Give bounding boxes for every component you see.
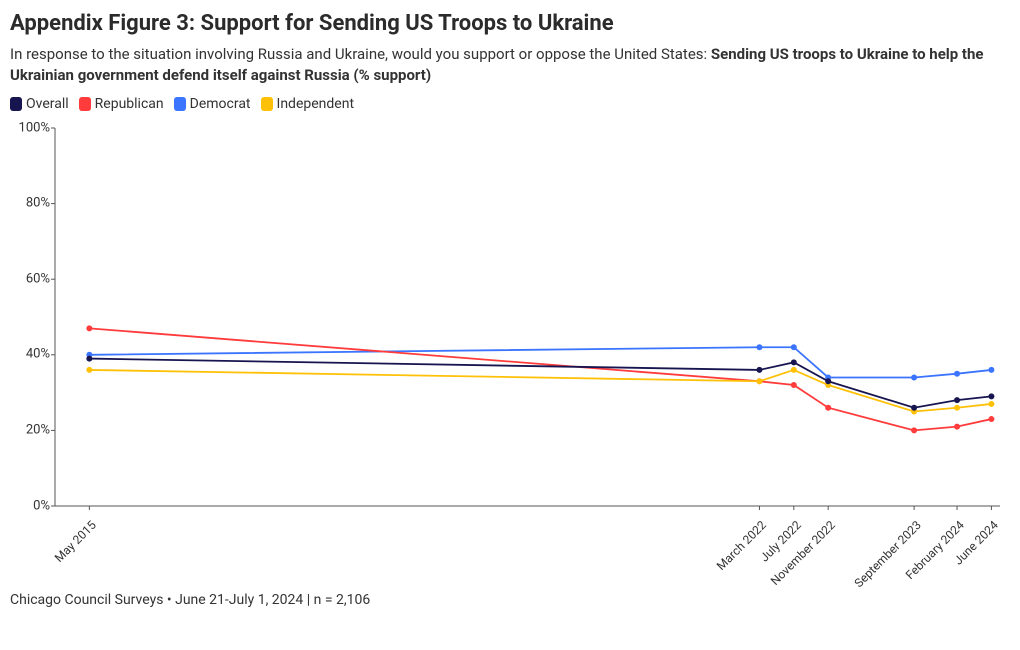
series-marker — [825, 404, 831, 410]
chart-title: Appendix Figure 3: Support for Sending U… — [10, 10, 1010, 38]
line-chart: 0%20%40%60%80%100%May 2015March 2022July… — [10, 118, 1010, 588]
series-marker — [988, 416, 994, 422]
series-marker — [791, 366, 797, 372]
series-marker — [988, 400, 994, 406]
legend-label: Overall — [26, 96, 69, 112]
series-marker — [988, 366, 994, 372]
legend-swatch — [174, 97, 186, 111]
legend-item: Democrat — [174, 96, 251, 112]
subtitle-prefix: In response to the situation involving R… — [10, 45, 711, 63]
series-marker — [954, 404, 960, 410]
y-tick-label: 0% — [10, 498, 50, 513]
legend-swatch — [10, 97, 22, 111]
series-marker — [791, 359, 797, 365]
series-marker — [791, 344, 797, 350]
chart-subtitle: In response to the situation involving R… — [10, 44, 1010, 86]
legend-swatch — [79, 97, 91, 111]
series-line — [89, 358, 991, 407]
series-marker — [86, 325, 92, 331]
series-marker — [988, 393, 994, 399]
y-tick-label: 20% — [10, 422, 50, 437]
legend-item: Overall — [10, 96, 69, 112]
chart-svg — [10, 118, 1010, 588]
chart-footer: Chicago Council Surveys • June 21-July 1… — [10, 592, 1010, 608]
series-marker — [791, 382, 797, 388]
series-marker — [911, 374, 917, 380]
legend: Overall Republican Democrat Independent — [10, 96, 1010, 112]
legend-label: Democrat — [190, 96, 251, 112]
y-tick-label: 80% — [10, 196, 50, 211]
y-tick-label: 40% — [10, 347, 50, 362]
legend-swatch — [261, 97, 273, 111]
y-tick-label: 100% — [10, 120, 50, 135]
series-marker — [756, 344, 762, 350]
series-marker — [825, 378, 831, 384]
series-line — [89, 328, 991, 430]
series-marker — [756, 366, 762, 372]
legend-label: Independent — [277, 96, 355, 112]
series-marker — [86, 366, 92, 372]
legend-label: Republican — [95, 96, 164, 112]
series-marker — [954, 397, 960, 403]
series-marker — [911, 427, 917, 433]
series-marker — [954, 370, 960, 376]
series-marker — [911, 404, 917, 410]
legend-item: Republican — [79, 96, 164, 112]
series-marker — [954, 423, 960, 429]
y-tick-label: 60% — [10, 271, 50, 286]
series-marker — [756, 378, 762, 384]
series-marker — [86, 355, 92, 361]
legend-item: Independent — [261, 96, 355, 112]
